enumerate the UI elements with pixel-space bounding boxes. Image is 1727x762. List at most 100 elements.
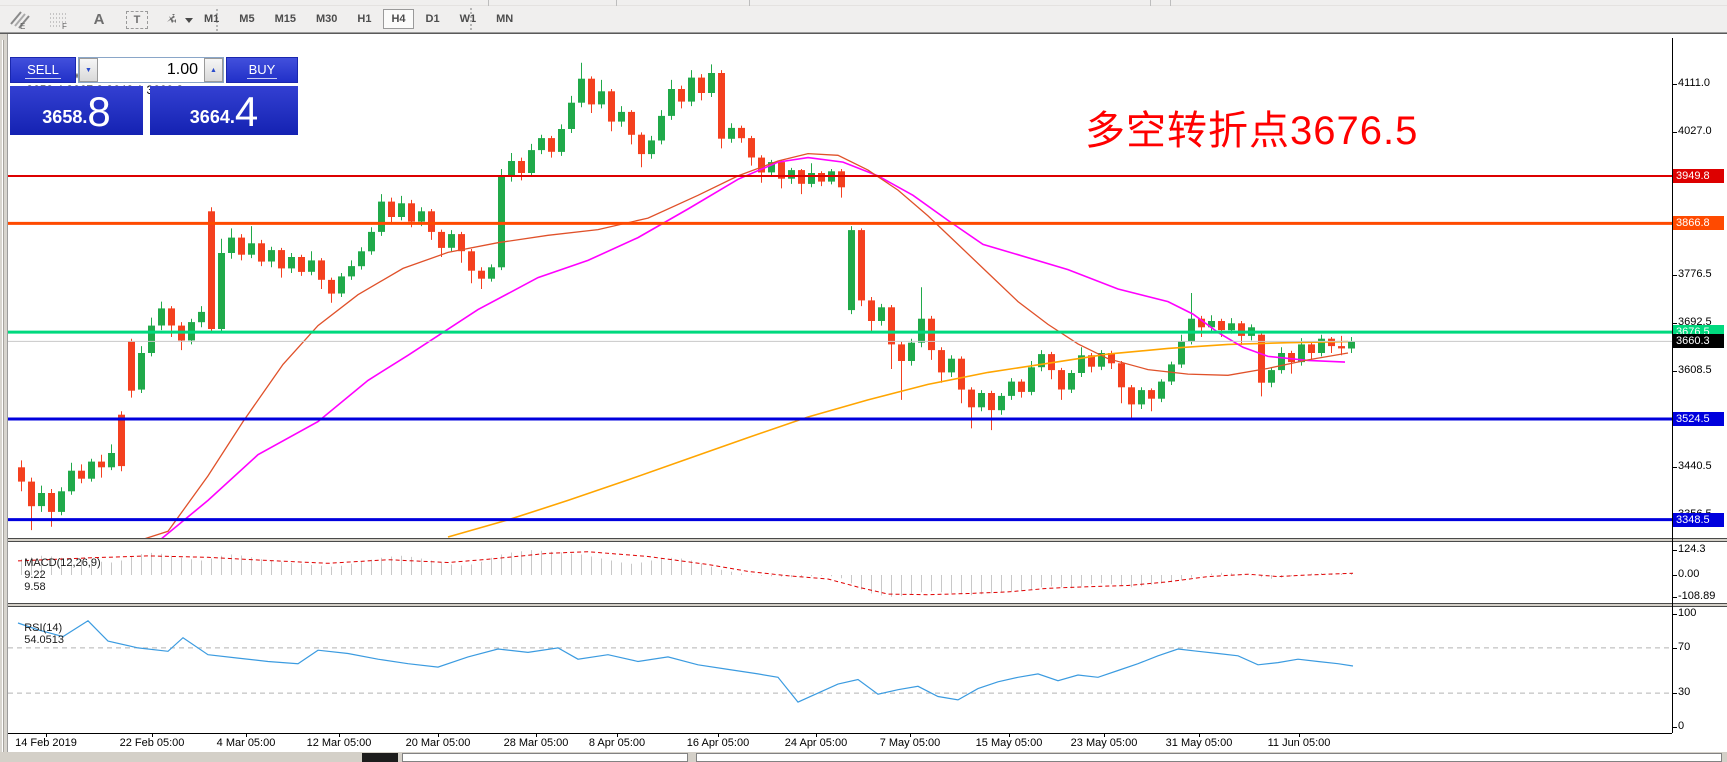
price-tick-mark [1672, 467, 1677, 468]
price-tick-mark [1672, 84, 1677, 85]
toolbar-separator [216, 8, 220, 31]
rsi-panel[interactable] [8, 607, 1672, 733]
tf-button-M30[interactable]: M30 [315, 13, 338, 25]
tf-button-MN[interactable]: MN [496, 13, 514, 25]
tf-button-H4[interactable]: H4 [383, 9, 414, 29]
macd-tick-mark [1672, 597, 1677, 598]
price-tick-mark [1672, 275, 1677, 276]
price-axis-line [1672, 38, 1673, 733]
time-tick-mark [246, 734, 247, 737]
time-tick: 22 Feb 05:00 [119, 737, 185, 749]
price-tick: 3440.5 [1678, 460, 1712, 472]
time-tick-mark [1104, 734, 1105, 737]
time-tick-mark [1009, 734, 1010, 737]
price-tick-mark [1672, 371, 1677, 372]
sell-button[interactable]: SELL [10, 57, 76, 83]
macd-label: MACD(12,26,9) 9.22 9.58 [24, 557, 101, 593]
tf-button-W1[interactable]: W1 [459, 13, 477, 25]
indicators-icon[interactable]: E [6, 9, 32, 31]
sell-price-button[interactable]: 3658. 8 [10, 86, 143, 135]
time-tick: 20 Mar 05:00 [405, 737, 471, 749]
rsi-label: RSI(14) 54.0513 [24, 622, 64, 646]
status-chip [362, 753, 398, 762]
time-tick: 4 Mar 05:00 [216, 737, 276, 749]
rsi-tick-mark [1672, 693, 1677, 694]
tf-button-M15[interactable]: M15 [274, 13, 296, 25]
rsi-tick: 0 [1678, 720, 1685, 732]
status-box [402, 753, 688, 762]
price-badge: 3949.8 [1673, 169, 1724, 183]
time-tick: 8 Apr 05:00 [588, 737, 646, 749]
chart-window-border [0, 33, 1727, 34]
time-tick: 15 May 05:00 [975, 737, 1043, 749]
text-label-icon[interactable]: A [93, 11, 105, 28]
rsi-value: 54.0513 [24, 634, 64, 646]
volume-value[interactable]: 1.00 [166, 61, 198, 78]
volume-increase-button[interactable]: ▲ [204, 58, 223, 82]
toolbar-separator [470, 8, 474, 30]
price-tick: 3608.5 [1678, 364, 1712, 376]
text-box-icon[interactable]: T [126, 10, 148, 29]
macd-tick-mark [1672, 575, 1677, 576]
chart-annotation: 多空转折点3676.5 [1085, 109, 1419, 153]
tf-button-M5[interactable]: M5 [239, 13, 255, 25]
time-tick: 7 May 05:00 [879, 737, 941, 749]
panel-splitter[interactable] [8, 538, 1727, 542]
time-tick-mark [152, 734, 153, 737]
macd-signal-value: 9.58 [24, 581, 46, 593]
arrow-objects-icon[interactable] [162, 9, 198, 31]
time-tick: 28 Mar 05:00 [503, 737, 569, 749]
price-badge: 3348.5 [1673, 513, 1724, 527]
price-tick: 3776.5 [1678, 268, 1712, 280]
time-tick: 12 Mar 05:00 [306, 737, 372, 749]
rsi-tick-mark [1672, 614, 1677, 615]
time-tick: 31 May 05:00 [1165, 737, 1233, 749]
rsi-tick-mark [1672, 648, 1677, 649]
macd-main-value: 9.22 [24, 569, 46, 581]
time-tick-mark [816, 734, 817, 737]
window-splitter[interactable] [0, 34, 8, 762]
time-tick: 24 Apr 05:00 [784, 737, 848, 749]
time-tick: 11 Jun 05:00 [1267, 737, 1331, 749]
price-badge: 3524.5 [1673, 412, 1724, 426]
rsi-tick: 70 [1678, 641, 1691, 653]
time-tick-mark [718, 734, 719, 737]
status-box [696, 753, 1722, 762]
rsi-tick: 30 [1678, 686, 1691, 698]
price-tick-mark [1672, 132, 1677, 133]
tf-button-M1[interactable]: M1 [204, 13, 220, 25]
status-bar [0, 752, 1727, 762]
svg-text:F: F [62, 22, 67, 30]
price-tick: 4027.0 [1678, 125, 1712, 137]
toolbar: E F A T [0, 0, 1727, 33]
time-tick-mark [339, 734, 340, 737]
one-click-trading-widget: SELL ▼ 1.00 ▲ BUY 3658. 8 3664. 4 [10, 57, 300, 137]
time-tick-mark [46, 734, 47, 737]
macd-tick: 124.3 [1678, 543, 1706, 555]
panel-border [8, 733, 1672, 734]
tf-button-D1[interactable]: D1 [425, 13, 440, 25]
buy-price-button[interactable]: 3664. 4 [150, 86, 298, 135]
time-axis[interactable]: 14 Feb 2019 22 Feb 05:00 4 Mar 05:00 12 Mar… [8, 734, 1727, 752]
volume-decrease-button[interactable]: ▼ [79, 58, 98, 82]
volume-spinner: ▼ 1.00 ▲ [78, 57, 224, 83]
time-tick-mark [536, 734, 537, 737]
rsi-tick-mark [1672, 727, 1677, 728]
time-tick-mark [617, 734, 618, 737]
svg-text:E: E [20, 22, 25, 30]
price-tick: 4111.0 [1678, 77, 1711, 89]
macd-panel[interactable] [8, 542, 1672, 603]
toolbar-grip-strip [0, 0, 1727, 6]
price-tick-mark [1672, 323, 1677, 324]
macd-tick: -108.89 [1678, 590, 1716, 602]
rsi-tick: 100 [1678, 607, 1697, 619]
panel-splitter[interactable] [8, 603, 1727, 607]
buy-button[interactable]: BUY [226, 57, 298, 83]
macd-tick: 0.00 [1678, 568, 1700, 580]
tf-button-H1[interactable]: H1 [357, 13, 372, 25]
grid-f-icon[interactable]: F [46, 9, 72, 31]
time-tick-mark [1299, 734, 1300, 737]
price-badge: 3660.3 [1673, 334, 1724, 348]
time-tick-mark [910, 734, 911, 737]
